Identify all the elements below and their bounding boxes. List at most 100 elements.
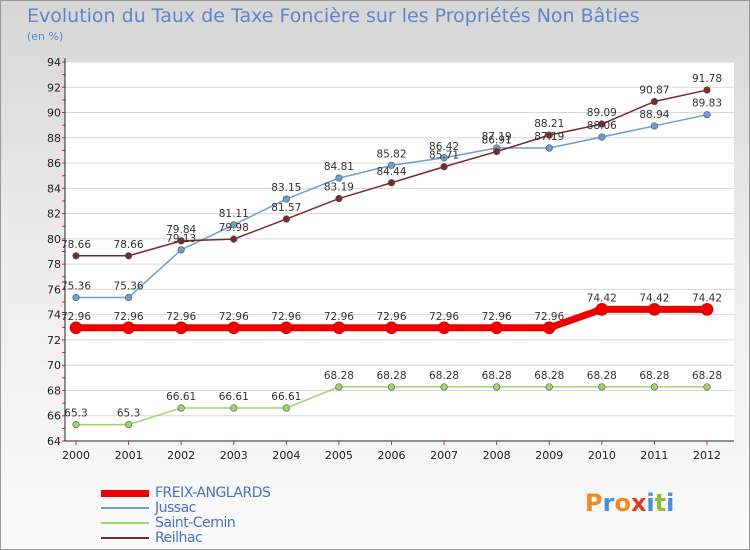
x-tick-label: 2002 bbox=[167, 449, 195, 462]
logo-letter: o bbox=[614, 489, 631, 517]
y-tick-label: 90 bbox=[47, 107, 61, 120]
data-label: 89.09 bbox=[587, 107, 617, 119]
data-label: 68.28 bbox=[534, 370, 564, 382]
data-point bbox=[650, 97, 659, 106]
logo-letter: i bbox=[646, 489, 655, 517]
data-point bbox=[230, 235, 238, 243]
data-label: 74.42 bbox=[587, 292, 617, 304]
data-point bbox=[595, 303, 609, 316]
data-point bbox=[124, 293, 133, 302]
data-point bbox=[598, 383, 606, 391]
data-label: 88.94 bbox=[639, 109, 669, 121]
data-label: 74.42 bbox=[692, 292, 722, 304]
data-point bbox=[387, 161, 396, 169]
data-label: 72.96 bbox=[271, 311, 301, 323]
data-label: 75.36 bbox=[61, 280, 91, 292]
data-point bbox=[124, 420, 133, 429]
data-point bbox=[282, 404, 290, 412]
data-label: 89.83 bbox=[692, 98, 722, 110]
y-tick-label: 78 bbox=[47, 258, 61, 271]
y-tick-label: 70 bbox=[47, 359, 61, 372]
data-label: 72.96 bbox=[324, 311, 354, 323]
y-tick-label: 80 bbox=[47, 233, 61, 246]
data-label: 65.3 bbox=[64, 408, 87, 420]
data-label: 85.82 bbox=[376, 148, 406, 160]
logo-letter: P bbox=[585, 489, 603, 517]
data-label: 68.28 bbox=[587, 370, 617, 382]
data-point bbox=[703, 383, 711, 391]
y-tick-label: 88 bbox=[47, 132, 61, 145]
data-point bbox=[648, 303, 661, 316]
data-label: 68.28 bbox=[324, 370, 354, 382]
data-label: 72.96 bbox=[376, 311, 406, 323]
y-tick-label: 66 bbox=[47, 410, 61, 423]
x-tick-label: 2000 bbox=[62, 449, 90, 462]
data-label: 66.61 bbox=[166, 391, 196, 403]
data-label: 72.96 bbox=[166, 311, 196, 323]
data-label: 79.13 bbox=[166, 233, 196, 245]
legend-item-jussac[interactable]: Jussac bbox=[101, 501, 401, 516]
data-label: 74.42 bbox=[639, 292, 669, 304]
data-point bbox=[387, 383, 396, 391]
data-label: 66.61 bbox=[219, 391, 249, 403]
x-tick-label: 2005 bbox=[325, 449, 353, 462]
data-point bbox=[69, 321, 83, 335]
data-label: 86.42 bbox=[429, 141, 459, 153]
legend-item-reilhac[interactable]: Reilhac bbox=[101, 531, 401, 546]
logo-letter: i bbox=[666, 489, 675, 517]
legend-item-freix-anglards[interactable]: FREIX-ANGLARDS bbox=[101, 486, 401, 501]
data-label: 78.66 bbox=[114, 239, 144, 251]
data-label: 84.81 bbox=[324, 161, 354, 173]
plot-area bbox=[65, 62, 734, 441]
y-tick-label: 92 bbox=[47, 81, 61, 94]
data-label: 68.28 bbox=[429, 370, 459, 382]
y-tick-label: 86 bbox=[47, 157, 61, 170]
data-label: 83.19 bbox=[324, 182, 354, 194]
chart-title: Evolution du Taux de Taxe Foncière sur l… bbox=[27, 5, 640, 27]
data-point bbox=[177, 246, 185, 254]
data-point bbox=[440, 383, 448, 391]
y-axis-unit: (en %) bbox=[27, 30, 64, 43]
data-point bbox=[440, 154, 448, 162]
data-point bbox=[493, 383, 501, 391]
data-point bbox=[545, 131, 553, 139]
data-point bbox=[335, 383, 343, 391]
legend-label: Jussac bbox=[155, 500, 196, 516]
data-label: 68.28 bbox=[376, 370, 406, 382]
data-point bbox=[335, 194, 343, 203]
data-point bbox=[72, 293, 80, 302]
y-tick-label: 64 bbox=[47, 435, 61, 448]
data-point bbox=[490, 321, 503, 335]
data-label: 84.44 bbox=[376, 166, 406, 178]
data-label: 86.91 bbox=[482, 135, 512, 147]
data-label: 66.61 bbox=[271, 391, 301, 403]
data-label: 72.96 bbox=[61, 311, 91, 323]
data-point bbox=[650, 122, 659, 130]
data-point bbox=[700, 303, 714, 316]
legend-item-saint-cernin[interactable]: Saint-Cernin bbox=[101, 516, 401, 531]
data-point bbox=[177, 404, 185, 412]
x-tick-label: 2011 bbox=[640, 449, 668, 462]
data-point bbox=[282, 195, 290, 203]
data-label: 83.15 bbox=[271, 182, 301, 194]
data-label: 68.28 bbox=[692, 370, 722, 382]
data-label: 88.21 bbox=[534, 118, 564, 130]
data-point bbox=[387, 179, 396, 187]
x-tick-label: 2007 bbox=[430, 449, 458, 462]
x-tick-label: 2008 bbox=[483, 449, 511, 462]
data-point bbox=[72, 252, 80, 260]
legend-label: FREIX-ANGLARDS bbox=[155, 485, 271, 501]
data-point bbox=[280, 321, 293, 335]
y-tick-label: 74 bbox=[47, 309, 61, 322]
data-label: 68.28 bbox=[482, 370, 512, 382]
data-point bbox=[493, 147, 501, 156]
data-point bbox=[703, 111, 711, 119]
x-tick-label: 2012 bbox=[693, 449, 721, 462]
data-label: 85.71 bbox=[429, 150, 459, 162]
x-tick-label: 2009 bbox=[535, 449, 563, 462]
data-label: 72.96 bbox=[219, 311, 249, 323]
data-label: 78.66 bbox=[61, 239, 91, 251]
data-label: 75.36 bbox=[114, 280, 144, 292]
